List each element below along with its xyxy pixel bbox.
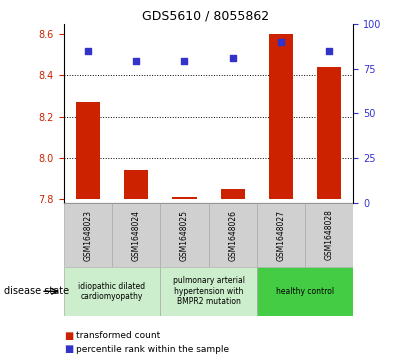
Point bbox=[181, 58, 188, 64]
Text: healthy control: healthy control bbox=[276, 287, 334, 296]
Text: ■: ■ bbox=[64, 331, 73, 341]
Bar bbox=[317, 67, 342, 199]
Text: GSM1648026: GSM1648026 bbox=[228, 209, 237, 261]
Bar bbox=[257, 267, 353, 316]
Text: GSM1648023: GSM1648023 bbox=[83, 209, 92, 261]
Bar bbox=[209, 203, 257, 267]
Text: pulmonary arterial
hypertension with
BMPR2 mutation: pulmonary arterial hypertension with BMP… bbox=[173, 276, 245, 306]
Text: GDS5610 / 8055862: GDS5610 / 8055862 bbox=[142, 9, 269, 22]
Text: percentile rank within the sample: percentile rank within the sample bbox=[76, 345, 229, 354]
Text: ■: ■ bbox=[64, 344, 73, 354]
Bar bbox=[305, 203, 353, 267]
Text: GSM1648027: GSM1648027 bbox=[277, 209, 286, 261]
Bar bbox=[76, 102, 100, 199]
Bar bbox=[257, 203, 305, 267]
Bar bbox=[112, 203, 160, 267]
Text: GSM1648024: GSM1648024 bbox=[132, 209, 141, 261]
Point bbox=[326, 48, 332, 53]
Bar bbox=[160, 203, 209, 267]
Bar bbox=[221, 189, 245, 199]
Bar bbox=[64, 203, 112, 267]
Point bbox=[85, 48, 91, 53]
Text: idiopathic dilated
cardiomyopathy: idiopathic dilated cardiomyopathy bbox=[79, 282, 145, 301]
Bar bbox=[64, 267, 160, 316]
Text: GSM1648028: GSM1648028 bbox=[325, 209, 334, 261]
Bar bbox=[160, 267, 257, 316]
Bar bbox=[172, 197, 196, 199]
Bar bbox=[124, 170, 148, 199]
Text: transformed count: transformed count bbox=[76, 331, 160, 340]
Text: disease state: disease state bbox=[4, 286, 69, 296]
Bar bbox=[269, 34, 293, 199]
Point bbox=[229, 55, 236, 61]
Point bbox=[133, 58, 139, 64]
Point bbox=[278, 38, 284, 44]
Text: GSM1648025: GSM1648025 bbox=[180, 209, 189, 261]
